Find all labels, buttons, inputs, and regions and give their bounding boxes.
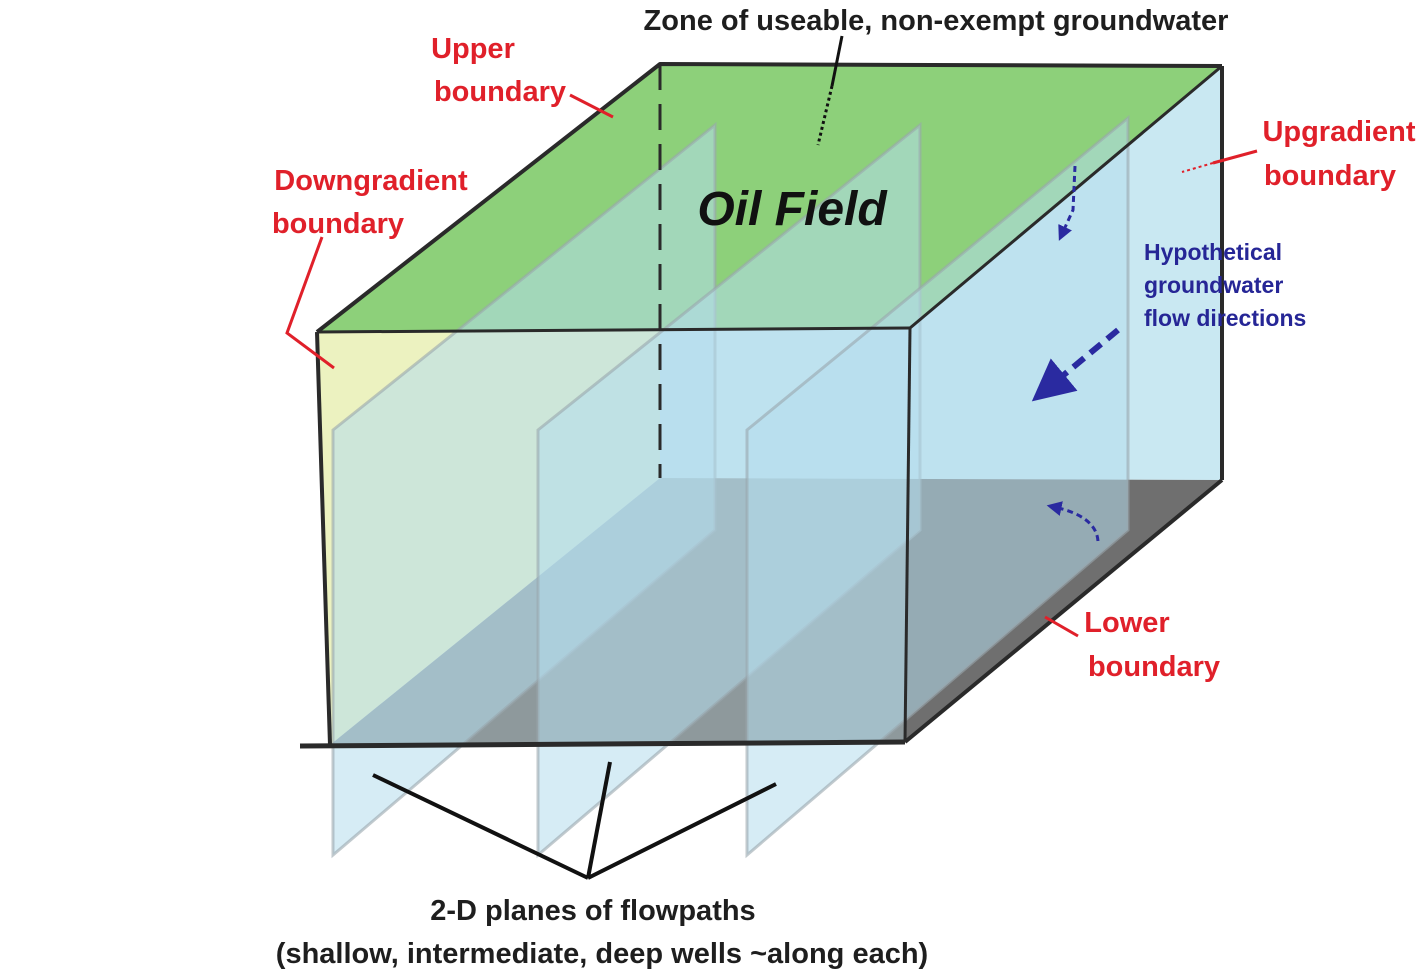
flow-arrow-upper (1058, 165, 1077, 241)
flowpath-planes (331, 114, 1130, 859)
downgradient-boundary-label: Downgradient boundary (272, 165, 476, 240)
leader-lines (285, 35, 1258, 880)
lower-boundary-label: Lower boundary (1084, 607, 1220, 683)
upper-boundary-label: Upper boundary (431, 33, 566, 108)
upgradient-boundary-label: Upgradient boundary (1262, 116, 1423, 192)
flow-arrow-middle (1031, 327, 1120, 402)
flow-directions-label: Hypothetical groundwater flow directions (1144, 239, 1306, 331)
box-edges (299, 62, 1224, 749)
flowpath-plane-3 (745, 114, 1130, 859)
flow-arrows (1031, 165, 1120, 542)
flow-arrow-lower (1046, 501, 1100, 542)
oil-field-title: Oil Field (697, 183, 888, 236)
planes-label: 2-D planes of flowpaths (shallow, interm… (276, 895, 928, 970)
zone-label: Zone of useable, non-exempt groundwater (644, 5, 1229, 37)
